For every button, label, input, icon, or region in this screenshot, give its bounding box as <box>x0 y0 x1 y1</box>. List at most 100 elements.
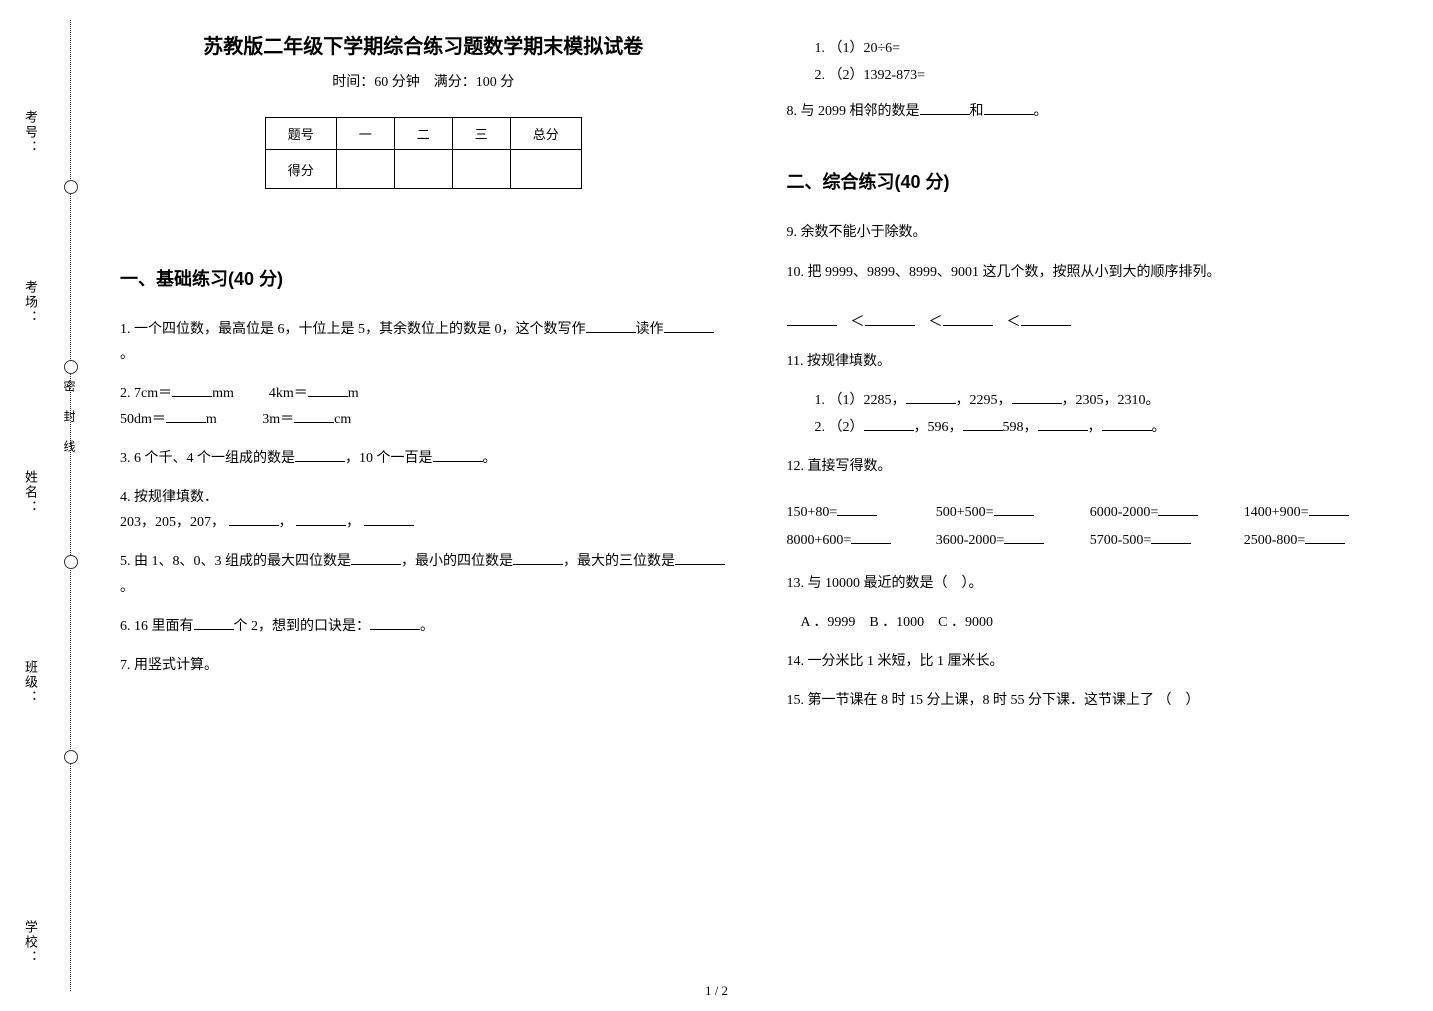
arith-cell: 6000-2000= <box>1090 497 1244 525</box>
question-11-sub2: 2. （2），596，598，，。 <box>815 415 1394 442</box>
blank <box>1038 416 1088 431</box>
blank <box>296 511 346 526</box>
question-text: 598， <box>1003 420 1038 435</box>
blank <box>166 408 206 423</box>
question-text: ，2295， <box>956 393 1012 408</box>
arith-cell: 500+500= <box>936 497 1090 525</box>
blank <box>194 615 234 630</box>
blank <box>837 501 877 516</box>
binding-label-exam-room: 考场： <box>20 280 40 325</box>
binding-circle <box>64 180 78 194</box>
question-2: 2. 7cm＝ mm 4km＝ m 50dm＝ m 3m＝ cm <box>120 381 727 431</box>
blank <box>920 100 970 115</box>
blank <box>308 382 348 397</box>
arith-expr: 1400+900= <box>1244 505 1309 520</box>
exam-title: 苏教版二年级下学期综合练习题数学期末模拟试卷 <box>120 30 727 59</box>
question-text: 3m＝ <box>262 412 294 427</box>
question-text: ，596， <box>914 420 963 435</box>
question-8: 8. 与 2099 相邻的数是和。 <box>787 99 1394 124</box>
question-text: 1. （1）2285， <box>815 393 906 408</box>
question-text: 2. 7cm＝ <box>120 386 172 401</box>
question-text: 和 <box>970 104 984 119</box>
section-2-title: 二、综合练习(40 分) <box>787 168 1394 194</box>
arith-expr: 3600-2000= <box>936 533 1005 548</box>
question-text: ，2305，2310。 <box>1062 393 1160 408</box>
blank <box>1012 389 1062 404</box>
score-cell <box>510 150 581 189</box>
score-table: 题号 一 二 三 总分 得分 <box>265 117 582 189</box>
question-7-sub1: 1. （1）20÷6= <box>815 36 1394 63</box>
arith-expr: 5700-500= <box>1090 533 1152 548</box>
blank <box>513 550 563 565</box>
binding-label-class: 班级： <box>20 660 40 705</box>
question-12: 12. 直接写得数。 <box>787 454 1394 479</box>
question-4: 4. 按规律填数． 203，205，207， ， ， <box>120 485 727 535</box>
question-6: 6. 16 里面有个 2，想到的口诀是：。 <box>120 614 727 639</box>
unit: cm <box>334 412 351 427</box>
arith-cell: 5700-500= <box>1090 525 1244 553</box>
score-header: 题号 <box>265 118 336 150</box>
question-13-options: A ．9999 B ．1000 C ．9000 <box>787 610 1394 635</box>
blank <box>294 408 334 423</box>
blank <box>787 311 837 326</box>
blank <box>963 416 1003 431</box>
question-text: 5. 由 1、8、0、3 组成的最大四位数是 <box>120 554 351 569</box>
unit: m <box>206 412 217 427</box>
question-text: 4. 按规律填数． <box>120 490 218 505</box>
score-header: 二 <box>394 118 452 150</box>
arith-cell: 2500-800= <box>1244 525 1393 553</box>
question-13: 13. 与 10000 最近的数是（ ）。 <box>787 571 1394 596</box>
arith-cell: 8000+600= <box>787 525 936 553</box>
blank <box>1004 529 1044 544</box>
blank <box>1305 529 1345 544</box>
binding-margin: 考号： 考场： 姓名： 班级： 学校： 密封线 <box>0 0 100 1011</box>
question-text: 7. 用竖式计算。 <box>120 658 218 673</box>
blank <box>984 100 1034 115</box>
question-text: 8. 与 2099 相邻的数是 <box>787 104 920 119</box>
page-number: 1 / 2 <box>705 983 728 999</box>
binding-seal-line-text: 密封线 <box>58 380 78 470</box>
blank <box>865 311 915 326</box>
blank <box>229 511 279 526</box>
blank <box>994 501 1034 516</box>
arith-expr: 8000+600= <box>787 533 852 548</box>
binding-circle <box>64 360 78 374</box>
blank <box>586 318 636 333</box>
question-5: 5. 由 1、8、0、3 组成的最大四位数是，最小的四位数是，最大的三位数是。 <box>120 549 727 599</box>
question-7: 7. 用竖式计算。 <box>120 653 727 678</box>
score-header: 总分 <box>510 118 581 150</box>
arith-expr: 2500-800= <box>1244 533 1306 548</box>
question-7-sub2: 2. （2）1392-873= <box>815 63 1394 90</box>
blank <box>675 550 725 565</box>
left-column: 苏教版二年级下学期综合练习题数学期末模拟试卷 时间：60 分钟 满分：100 分… <box>120 30 727 1001</box>
unit: mm <box>212 386 234 401</box>
arith-cell: 150+80= <box>787 497 936 525</box>
blank <box>295 447 345 462</box>
arith-cell: 3600-2000= <box>936 525 1090 553</box>
question-text: ，最小的四位数是 <box>401 554 513 569</box>
question-15: 15. 第一节课在 8 时 15 分上课，8 时 55 分下课．这节课上了 （ … <box>787 688 1394 713</box>
binding-dotted-line <box>70 20 71 991</box>
blank <box>664 318 714 333</box>
score-row-label: 得分 <box>265 150 336 189</box>
question-10: 10. 把 9999、9899、8999、9001 这几个数，按照从小到大的顺序… <box>787 260 1394 336</box>
question-14: 14. 一分米比 1 米短，比 1 厘米长。 <box>787 649 1394 674</box>
question-text: ，最大的三位数是 <box>563 554 675 569</box>
binding-circle <box>64 555 78 569</box>
question-text: 4km＝ <box>269 386 308 401</box>
blank <box>370 615 420 630</box>
question-text: 1. 一个四位数，最高位是 6，十位上是 5，其余数位上的数是 0，这个数写作 <box>120 322 586 337</box>
score-header: 三 <box>452 118 510 150</box>
arith-expr: 500+500= <box>936 505 994 520</box>
question-text: 读作 <box>636 322 664 337</box>
question-text: 个 2，想到的口诀是： <box>234 619 371 634</box>
blank <box>351 550 401 565</box>
content-area: 苏教版二年级下学期综合练习题数学期末模拟试卷 时间：60 分钟 满分：100 分… <box>100 0 1433 1011</box>
blank <box>906 389 956 404</box>
question-text: 50dm＝ <box>120 412 166 427</box>
unit: m <box>348 386 359 401</box>
blank <box>1021 311 1071 326</box>
score-cell <box>452 150 510 189</box>
score-header: 一 <box>336 118 394 150</box>
blank <box>433 447 483 462</box>
